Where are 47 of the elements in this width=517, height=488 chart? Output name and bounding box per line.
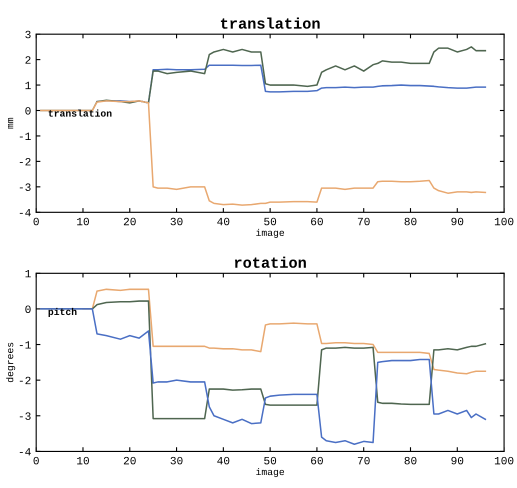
y-tick-label: -4 xyxy=(20,448,31,456)
annotation: translation xyxy=(48,110,112,117)
x-tick-label: 30 xyxy=(170,456,183,464)
y-tick-label: -3 xyxy=(20,412,31,420)
x-tick-label: 100 xyxy=(494,218,514,226)
x-axis-title: image xyxy=(256,468,284,478)
y-axis-title: mm xyxy=(8,118,14,129)
y-tick-label: 0 xyxy=(25,107,31,115)
y-tick-label: 1 xyxy=(25,270,31,278)
x-tick-label: 40 xyxy=(217,456,230,464)
y-tick-label: 2 xyxy=(25,56,31,64)
y-tick-label: 0 xyxy=(25,306,31,314)
x-tick-label: 90 xyxy=(451,218,464,226)
annotation: pitch xyxy=(48,308,76,317)
x-tick-label: 20 xyxy=(124,218,136,226)
x-axis-title: image xyxy=(256,228,284,238)
y-tick-label: -1 xyxy=(20,132,31,140)
x-tick-label: 0 xyxy=(34,218,39,226)
y-tick-label: -2 xyxy=(20,376,31,384)
y-tick-label: 1 xyxy=(25,82,31,90)
x-tick-label: 60 xyxy=(311,218,323,226)
line-series xyxy=(40,100,486,206)
chart-title: rotation xyxy=(234,256,306,268)
x-tick-label: 90 xyxy=(451,456,464,464)
y-tick-label: 3 xyxy=(25,30,31,38)
x-tick-label: 10 xyxy=(77,218,89,226)
line-series xyxy=(96,64,486,104)
y-axis-title: degrees xyxy=(6,342,16,382)
y-tick-label: -4 xyxy=(20,208,31,216)
x-tick-label: 70 xyxy=(358,218,370,226)
x-tick-label: 60 xyxy=(311,456,323,464)
x-tick-label: 80 xyxy=(404,456,416,464)
x-tick-label: 80 xyxy=(404,218,416,226)
y-tick-label: -3 xyxy=(20,183,31,191)
y-tick-label: -1 xyxy=(20,341,31,349)
x-tick-label: 0 xyxy=(34,456,39,464)
x-tick-label: 20 xyxy=(124,456,136,464)
chart-title: translation xyxy=(220,18,320,29)
x-tick-label: 100 xyxy=(494,456,514,464)
x-tick-label: 70 xyxy=(358,456,370,464)
x-tick-label: 50 xyxy=(264,218,276,226)
x-tick-label: 10 xyxy=(77,456,89,464)
x-tick-label: 30 xyxy=(170,218,183,226)
x-tick-label: 50 xyxy=(264,456,276,464)
y-tick-label: -2 xyxy=(20,158,31,166)
line-series xyxy=(40,308,486,446)
x-tick-label: 40 xyxy=(217,218,230,226)
